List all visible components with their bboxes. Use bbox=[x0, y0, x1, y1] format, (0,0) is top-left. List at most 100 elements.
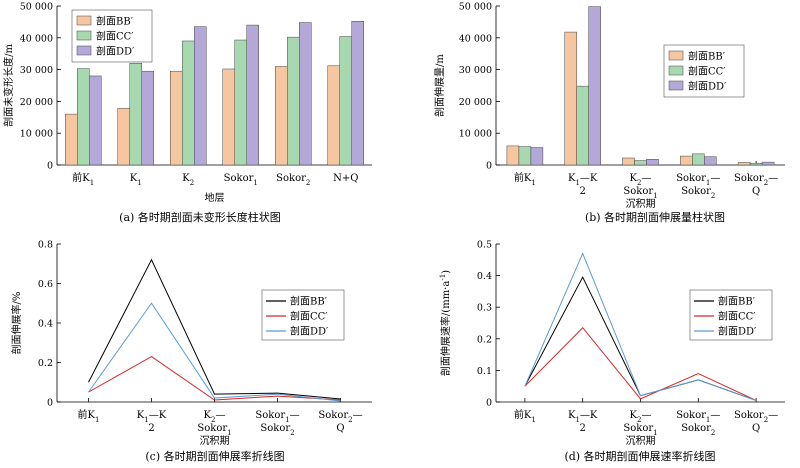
y-tick-label: 0.3 bbox=[477, 303, 492, 314]
bar bbox=[246, 24, 259, 166]
y-tick-label: 0.5 bbox=[477, 240, 492, 251]
y-axis-label: 剖面伸展速率/(mm·a-1) bbox=[439, 270, 452, 376]
x-tick-label: Sokor1 bbox=[197, 423, 231, 437]
legend-label: 剖面CC′ bbox=[290, 310, 328, 323]
x-axis-label: 地层 bbox=[205, 191, 225, 204]
legend: 剖面BB′ 剖面CC′ 剖面DD′ bbox=[71, 9, 153, 63]
y-tick-label: 20 000 bbox=[20, 97, 53, 108]
bar bbox=[129, 62, 142, 166]
legend-box bbox=[261, 289, 345, 341]
y-tick-label: 20 000 bbox=[459, 97, 492, 108]
x-tick-label: 前K1 bbox=[78, 408, 100, 424]
legend-swatch bbox=[668, 80, 684, 91]
bar bbox=[646, 159, 659, 166]
bar bbox=[89, 75, 102, 166]
legend-label: 剖面DD′ bbox=[96, 45, 135, 58]
x-tick-label: Sokor2 bbox=[276, 173, 310, 187]
x-tick-label: K2— bbox=[630, 173, 652, 187]
chart-b: 0 10 000 20 000 30 000 40 000 50 000 前K1 K1—K2 K… bbox=[433, 2, 785, 224]
x-tick-label: Sokor2— bbox=[318, 410, 362, 424]
legend-label: 剖面CC′ bbox=[96, 30, 134, 43]
legend-label: 剖面DD′ bbox=[718, 325, 757, 338]
y-tick-label: 0.6 bbox=[38, 279, 53, 290]
chart-a: 0 10 000 20 000 30 000 40 000 50 000 前K1 K1 K2 So… bbox=[2, 2, 372, 224]
series-line bbox=[524, 252, 757, 401]
bar bbox=[299, 22, 312, 166]
y-tick-label: 0 bbox=[486, 398, 492, 409]
x-tick-label: Q bbox=[336, 423, 344, 434]
legend-box bbox=[689, 289, 773, 341]
y-tick-label: 0.1 bbox=[477, 366, 492, 377]
x-tick-label: 2 bbox=[148, 423, 154, 434]
bar bbox=[704, 156, 717, 166]
bar bbox=[170, 70, 183, 166]
bar bbox=[749, 163, 763, 166]
y-tick-label: 40 000 bbox=[20, 33, 53, 44]
y-tick-label: 0.2 bbox=[477, 334, 492, 345]
series-line bbox=[88, 302, 341, 402]
legend: 剖面BB′ 剖面CC′ 剖面DD′ bbox=[663, 44, 745, 98]
series-line bbox=[88, 355, 341, 401]
x-tick-label: N+Q bbox=[333, 173, 358, 184]
legend-swatch bbox=[76, 15, 92, 26]
y-tick-label: 0.8 bbox=[38, 240, 53, 251]
bar bbox=[222, 68, 235, 166]
legend-label: 剖面CC′ bbox=[688, 65, 726, 78]
chart-caption: (a) 各时期剖面未变形长度柱状图 bbox=[119, 210, 281, 224]
y-tick-label: 0.4 bbox=[38, 319, 53, 330]
y-tick-label: 10 000 bbox=[20, 129, 53, 140]
y-tick-label: 0.4 bbox=[477, 271, 492, 282]
x-tick-label: Sokor1— bbox=[676, 173, 720, 187]
bar bbox=[634, 160, 647, 166]
y-tick-label: 0 bbox=[47, 161, 53, 172]
y-axis-label: 剖面伸展率/% bbox=[10, 292, 23, 355]
bar bbox=[327, 65, 340, 166]
legend-swatch bbox=[76, 30, 92, 41]
x-tick-label: K1—K bbox=[137, 410, 167, 424]
bar bbox=[65, 113, 78, 166]
legend-label: 剖面BB′ bbox=[96, 15, 134, 28]
y-axis-label: 剖面未变形长度/m bbox=[2, 44, 15, 127]
x-tick-label: Sokor2— bbox=[734, 173, 778, 187]
y-tick-label: 0 bbox=[47, 398, 53, 409]
y-tick-label: 10 000 bbox=[459, 129, 492, 140]
bar bbox=[351, 21, 364, 166]
bar bbox=[77, 68, 90, 166]
bar bbox=[506, 145, 520, 166]
y-axis-label: 剖面伸展量/m bbox=[433, 54, 446, 117]
y-tick-label: 50 000 bbox=[459, 2, 492, 13]
legend-swatch bbox=[76, 45, 92, 56]
legend-label: 剖面BB′ bbox=[718, 295, 756, 308]
x-tick-label: 沉积期 bbox=[626, 434, 656, 447]
bar bbox=[518, 146, 532, 166]
legend-label: 剖面DD′ bbox=[688, 80, 727, 93]
y-tick-label: 0.2 bbox=[38, 358, 53, 369]
bar bbox=[737, 162, 751, 166]
x-tick-label: Sokor1 bbox=[224, 173, 258, 187]
x-tick-label: 前K1 bbox=[514, 171, 536, 187]
y-tick-label: 30 000 bbox=[459, 65, 492, 76]
x-tick-label: K1 bbox=[130, 173, 142, 187]
x-tick-label: Sokor2 bbox=[681, 423, 715, 437]
chart-caption: (c) 各时期剖面伸展率折线图 bbox=[145, 449, 284, 463]
series-line bbox=[524, 326, 757, 401]
x-tick-label: 前K1 bbox=[514, 408, 536, 424]
legend-label: 剖面CC′ bbox=[718, 310, 756, 323]
bar bbox=[275, 66, 288, 166]
x-tick-label: K2— bbox=[204, 410, 226, 424]
x-tick-label: Sokor1— bbox=[255, 410, 299, 424]
x-tick-label: 2 bbox=[580, 186, 586, 197]
legend: 剖面BB′ 剖面CC′ 剖面DD′ bbox=[689, 289, 773, 341]
x-tick-label: K2 bbox=[182, 173, 194, 187]
chart-caption: (d) 各时期剖面伸展速率折线图 bbox=[564, 449, 715, 463]
x-tick-label: K1—K bbox=[568, 410, 598, 424]
x-tick-label: Sokor2— bbox=[734, 410, 778, 424]
chart-caption: (b) 各时期剖面伸展量柱状图 bbox=[585, 210, 725, 224]
x-tick-label: Sokor2 bbox=[260, 423, 294, 437]
bar bbox=[117, 108, 130, 166]
x-tick-label: K2— bbox=[630, 410, 652, 424]
legend-label: 剖面BB′ bbox=[688, 50, 726, 63]
x-tick-label: 沉积期 bbox=[200, 434, 230, 447]
legend-swatch bbox=[668, 50, 684, 61]
